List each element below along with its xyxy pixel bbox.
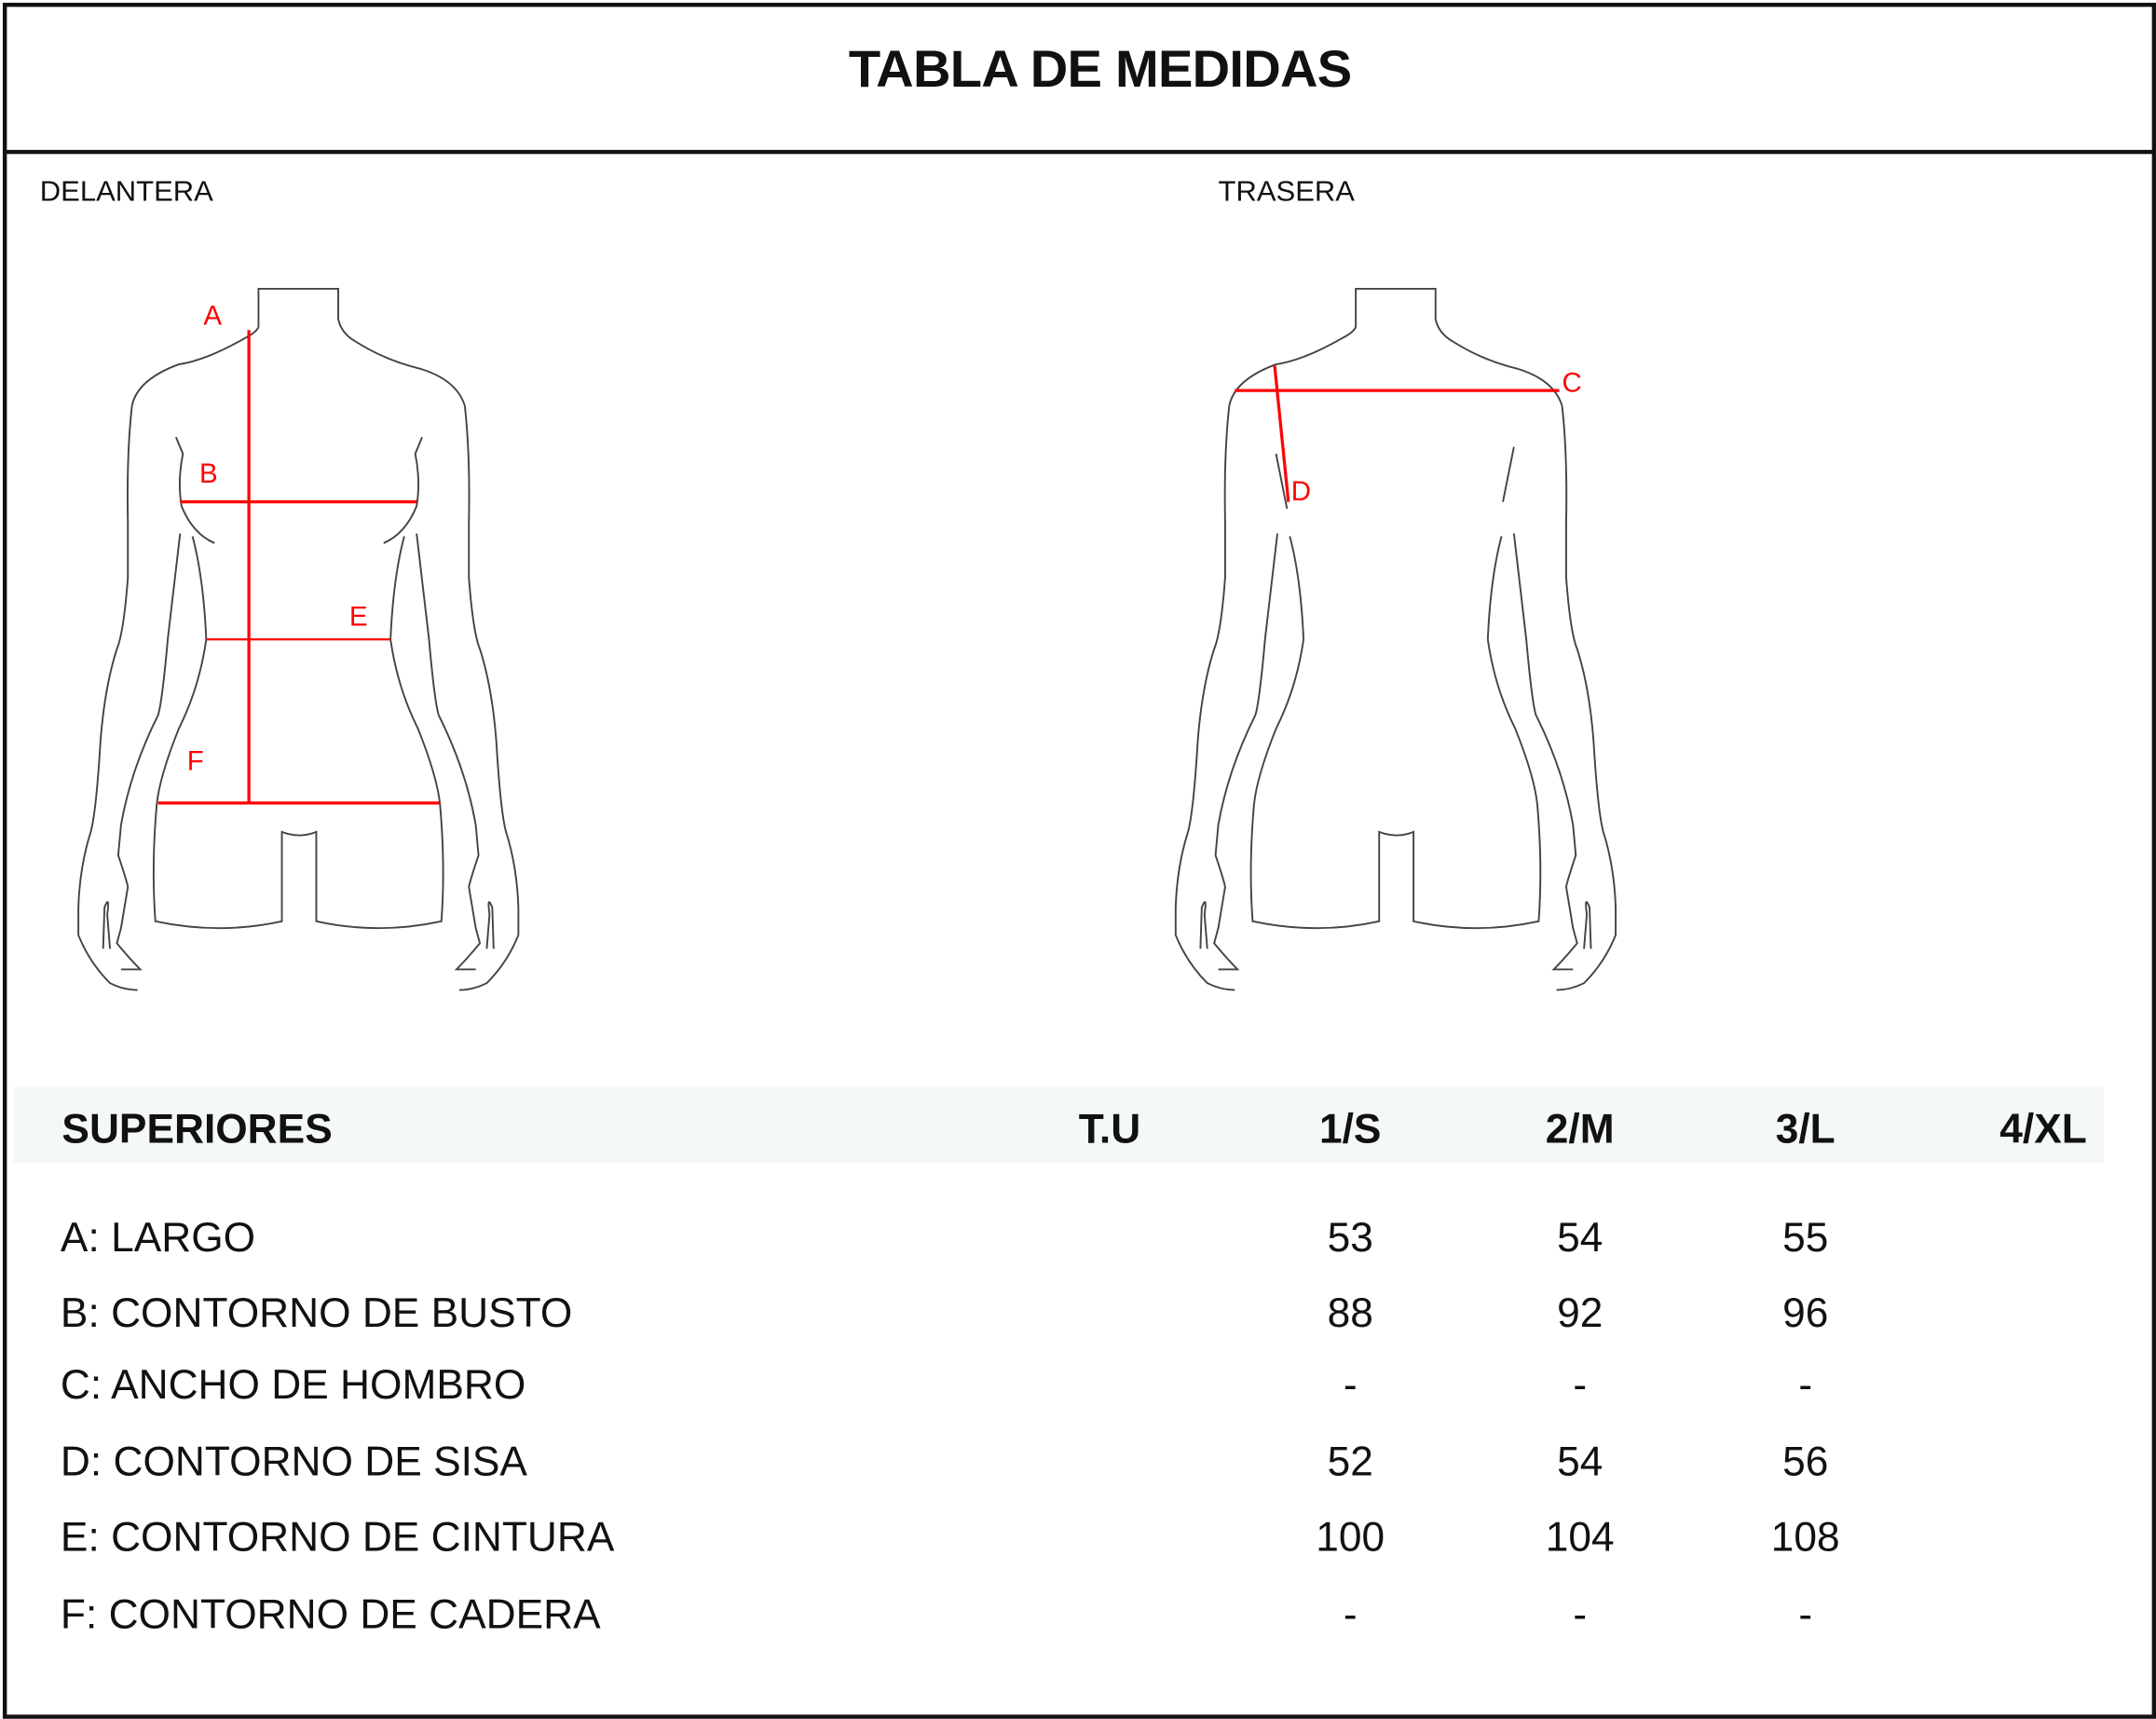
header-size-xl: 4/XL [1999, 1107, 2087, 1153]
back-figure: C D [1174, 287, 1617, 991]
measurement-value: - [1343, 1362, 1358, 1409]
measure-d-line [1273, 365, 1290, 502]
table-header-bar [13, 1085, 2104, 1164]
front-figure: A B E F [77, 287, 520, 991]
measurement-value: - [1573, 1362, 1588, 1409]
measurement-value: 92 [1557, 1290, 1603, 1337]
measurement-value: 88 [1327, 1290, 1373, 1337]
measurement-value: 55 [1782, 1215, 1829, 1262]
measurement-label: F: CONTORNO DE CADERA [60, 1591, 601, 1638]
measurement-value: - [1798, 1591, 1813, 1638]
marker-c: C [1562, 368, 1582, 399]
measurement-value: 96 [1782, 1290, 1829, 1337]
measurement-label: E: CONTORNO DE CINTURA [60, 1515, 615, 1562]
body-figures: A B E F C D [77, 287, 1617, 991]
title-divider [2, 149, 2156, 155]
marker-e: E [349, 601, 368, 632]
header-category: SUPERIORES [61, 1107, 333, 1153]
measurement-label: A: LARGO [60, 1215, 256, 1262]
back-view-label: TRASERA [1218, 175, 1355, 208]
header-size-s: 1/S [1319, 1107, 1382, 1153]
measurement-value: 108 [1770, 1515, 1840, 1562]
marker-d: D [1291, 476, 1311, 507]
measurement-value: - [1798, 1362, 1813, 1409]
measurement-value: 104 [1545, 1515, 1615, 1562]
measurement-label: D: CONTORNO DE SISA [60, 1439, 527, 1485]
measurement-value: - [1343, 1591, 1358, 1638]
front-view-label: DELANTERA [39, 175, 213, 208]
marker-b: B [199, 458, 218, 489]
measurement-value: 54 [1557, 1215, 1603, 1262]
measurement-label: C: ANCHO DE HOMBRO [60, 1362, 526, 1409]
header-size-l: 3/L [1775, 1107, 1835, 1153]
page-title: TABLA DE MEDIDAS [848, 41, 1352, 100]
measurement-value: 100 [1316, 1515, 1385, 1562]
measurement-label: B: CONTORNO DE BUSTO [60, 1290, 573, 1337]
marker-f: F [187, 745, 204, 776]
header-size-tu: T.U [1078, 1107, 1141, 1153]
measurement-value: 53 [1327, 1215, 1373, 1262]
measurement-value: - [1573, 1591, 1588, 1638]
measurement-value: 54 [1557, 1439, 1603, 1485]
header-size-m: 2/M [1545, 1107, 1615, 1153]
measurement-value: 52 [1327, 1439, 1373, 1485]
measurement-value: 56 [1782, 1439, 1829, 1485]
marker-a: A [203, 300, 222, 331]
